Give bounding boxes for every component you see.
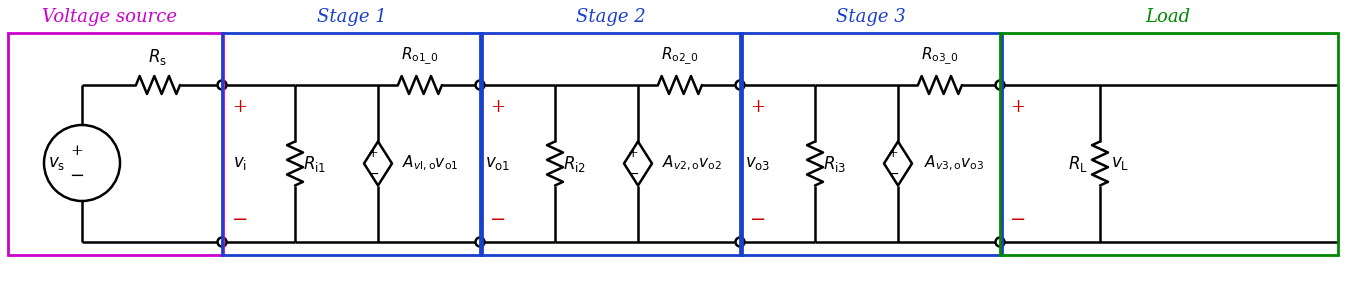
Circle shape <box>735 238 744 247</box>
Text: −: − <box>1010 211 1026 229</box>
Text: $R_\mathrm{o3\_0}$: $R_\mathrm{o3\_0}$ <box>921 46 958 67</box>
Text: −: − <box>490 211 506 229</box>
Text: $A_{v\mathrm{2,o}}v_\mathrm{o2}$: $A_{v\mathrm{2,o}}v_\mathrm{o2}$ <box>662 154 721 173</box>
Text: $R_\mathrm{o1\_0}$: $R_\mathrm{o1\_0}$ <box>401 46 439 67</box>
Text: +: + <box>233 98 248 116</box>
Text: +: + <box>627 147 638 160</box>
Circle shape <box>218 80 226 89</box>
Text: $A_{v\mathrm{3,o}}v_\mathrm{o3}$: $A_{v\mathrm{3,o}}v_\mathrm{o3}$ <box>923 154 984 173</box>
Text: −: − <box>627 167 639 181</box>
Text: Stage 2: Stage 2 <box>576 8 646 26</box>
Text: $A_{v\mathrm{l,o}}v_\mathrm{o1}$: $A_{v\mathrm{l,o}}v_\mathrm{o1}$ <box>402 154 458 173</box>
Bar <box>222 33 482 255</box>
Text: $R_\mathrm{i2}$: $R_\mathrm{i2}$ <box>564 154 587 173</box>
Bar <box>8 33 223 255</box>
Text: −: − <box>70 167 85 185</box>
Text: +: + <box>367 147 378 160</box>
Text: $R_\mathrm{i3}$: $R_\mathrm{i3}$ <box>824 154 847 173</box>
Text: Stage 1: Stage 1 <box>318 8 386 26</box>
Text: $v_\mathrm{i}$: $v_\mathrm{i}$ <box>233 155 248 172</box>
Circle shape <box>475 80 485 89</box>
Circle shape <box>475 238 485 247</box>
Text: $v_\mathrm{o3}$: $v_\mathrm{o3}$ <box>746 155 771 172</box>
Circle shape <box>735 80 744 89</box>
Text: Stage 3: Stage 3 <box>836 8 906 26</box>
Text: $R_\mathrm{i1}$: $R_\mathrm{i1}$ <box>303 154 327 173</box>
Circle shape <box>996 238 1004 247</box>
Text: +: + <box>751 98 766 116</box>
Text: −: − <box>750 211 766 229</box>
Circle shape <box>218 238 226 247</box>
Text: $R_\mathrm{o2\_0}$: $R_\mathrm{o2\_0}$ <box>661 46 699 67</box>
Text: Voltage source: Voltage source <box>43 8 178 26</box>
Text: −: − <box>887 167 899 181</box>
Circle shape <box>996 80 1004 89</box>
Text: −: − <box>367 167 378 181</box>
Text: +: + <box>70 144 83 158</box>
Bar <box>1000 33 1338 255</box>
Text: $v_\mathrm{s}$: $v_\mathrm{s}$ <box>48 154 66 172</box>
Bar <box>740 33 1001 255</box>
Text: +: + <box>490 98 506 116</box>
Text: +: + <box>1011 98 1026 116</box>
Text: $R_\mathrm{s}$: $R_\mathrm{s}$ <box>148 47 167 67</box>
Bar <box>481 33 742 255</box>
Text: $R_\mathrm{L}$: $R_\mathrm{L}$ <box>1069 154 1088 173</box>
Text: +: + <box>888 147 898 160</box>
Text: −: − <box>232 211 248 229</box>
Text: Load: Load <box>1145 8 1191 26</box>
Text: $v_\mathrm{L}$: $v_\mathrm{L}$ <box>1110 155 1129 172</box>
Text: $v_\mathrm{o1}$: $v_\mathrm{o1}$ <box>486 155 510 172</box>
